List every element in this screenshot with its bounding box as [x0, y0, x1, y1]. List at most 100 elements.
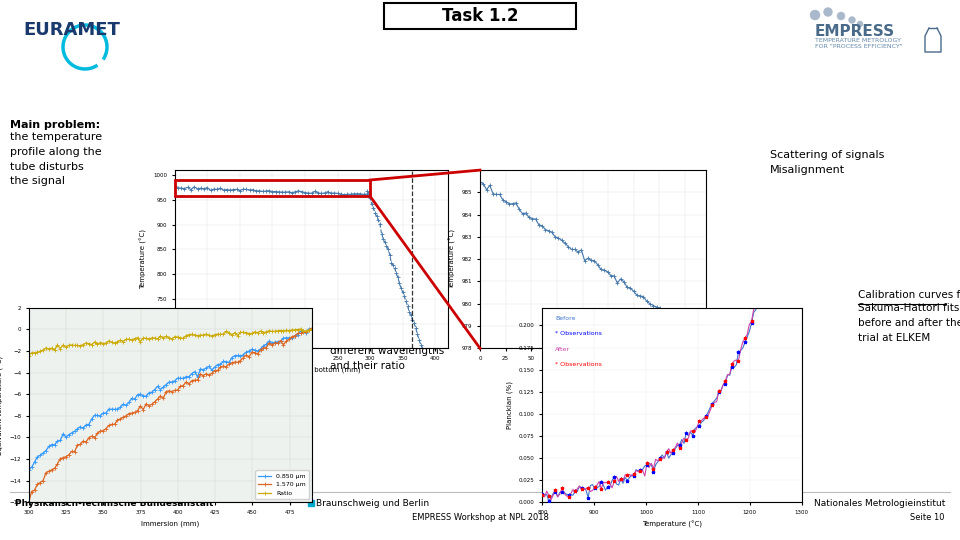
1.570 μm [169, 387, 180, 394]
Point [737, 334, 753, 342]
Text: before and after the
trial at ELKEM: before and after the trial at ELKEM [858, 318, 960, 343]
Point [718, 380, 733, 388]
Point [600, 478, 615, 487]
0.850 μm [169, 377, 180, 384]
X-axis label: Distance from bottom (mm): Distance from bottom (mm) [544, 367, 641, 373]
Text: After: After [555, 347, 570, 352]
0.850 μm [292, 332, 303, 338]
Point [567, 487, 583, 495]
Point [639, 461, 655, 469]
Point [581, 493, 596, 502]
Circle shape [824, 8, 832, 16]
Point [587, 483, 602, 492]
Ratio [23, 352, 35, 359]
Point [705, 400, 720, 408]
Point [633, 466, 648, 475]
Point [718, 376, 733, 385]
Point [691, 417, 707, 426]
Circle shape [849, 17, 855, 23]
Ratio [169, 334, 180, 340]
Point [672, 440, 687, 449]
Text: Seite 10: Seite 10 [910, 512, 945, 522]
Point [619, 476, 635, 485]
Point [789, 117, 804, 125]
Point [698, 412, 713, 421]
Ratio [295, 326, 306, 332]
Point [789, 117, 804, 126]
Point [548, 486, 564, 495]
Point [763, 253, 779, 261]
Point [665, 449, 681, 457]
Point [711, 388, 727, 396]
Ratio [292, 326, 303, 333]
Point [607, 477, 622, 485]
Line: 0.850 μm: 0.850 μm [27, 327, 314, 471]
Legend: 0.850 μm, 1.570 μm, Ratio: 0.850 μm, 1.570 μm, Ratio [255, 470, 309, 499]
Line: Ratio: Ratio [27, 327, 314, 357]
Point [770, 226, 785, 235]
Point [659, 448, 674, 456]
Y-axis label: Planckian (%): Planckian (%) [507, 381, 514, 429]
Point [783, 158, 799, 166]
Point [705, 401, 720, 409]
Y-axis label: Equivalent temperature (°C): Equivalent temperature (°C) [0, 355, 4, 455]
Point [751, 294, 766, 302]
Text: Calibration curves from: Calibration curves from [858, 290, 960, 300]
1.570 μm [78, 438, 89, 444]
Point [587, 484, 602, 492]
Text: EMPRESS Workshop at NPL 2018: EMPRESS Workshop at NPL 2018 [412, 512, 548, 522]
Text: Physikalisch-Technische Bundesanstalt: Physikalisch-Technische Bundesanstalt [15, 498, 213, 508]
Point [574, 483, 589, 492]
0.850 μm [303, 325, 315, 332]
Point [685, 431, 701, 440]
Point [626, 470, 641, 478]
Point [783, 154, 799, 163]
Point [619, 471, 635, 480]
Point [698, 413, 713, 421]
Text: Nationales Metrologieinstitut: Nationales Metrologieinstitut [814, 498, 945, 508]
Point [626, 472, 641, 481]
Text: Scattering of signals
Misalignment: Scattering of signals Misalignment [770, 150, 884, 175]
Point [561, 492, 576, 501]
Point [581, 483, 596, 492]
1.570 μm [89, 435, 101, 441]
Point [691, 422, 707, 430]
Text: * Observations: * Observations [555, 331, 602, 336]
Text: TEMPERATURE METROLOGY: TEMPERATURE METROLOGY [815, 38, 901, 44]
Point [535, 491, 550, 500]
Point [724, 360, 739, 369]
Text: Temperature
differences between a
thermocouple and a
sapphire tube setup,
using : Temperature differences between a thermo… [330, 260, 446, 371]
1.570 μm [306, 325, 318, 332]
Point [659, 448, 674, 456]
Point [724, 362, 739, 371]
Point [685, 427, 701, 436]
Text: FOR "PROCESS EFFICIENCY": FOR "PROCESS EFFICIENCY" [815, 44, 902, 50]
Circle shape [837, 12, 845, 19]
Point [593, 484, 609, 493]
Point [672, 444, 687, 453]
Ratio [306, 326, 318, 333]
Point [593, 477, 609, 486]
Point [763, 252, 779, 261]
Point [679, 429, 694, 437]
Point [744, 319, 759, 328]
Text: Task 1.2: Task 1.2 [442, 7, 518, 25]
Line: 1.570 μm: 1.570 μm [27, 326, 314, 504]
Y-axis label: Temperature (°C): Temperature (°C) [449, 229, 456, 289]
Point [756, 273, 772, 282]
Point [541, 491, 557, 500]
0.850 μm [23, 467, 35, 473]
Point [731, 348, 746, 356]
X-axis label: Temperature (°C): Temperature (°C) [642, 521, 702, 528]
Point [653, 454, 668, 462]
Point [770, 222, 785, 231]
Text: EMPRESS: EMPRESS [815, 24, 895, 39]
Point [535, 489, 550, 498]
X-axis label: Immersion (mm): Immersion (mm) [141, 521, 200, 527]
Ratio [283, 327, 295, 334]
Point [633, 467, 648, 476]
Point [711, 386, 727, 395]
Point [653, 455, 668, 463]
0.850 μm [283, 335, 295, 341]
0.850 μm [78, 425, 89, 431]
